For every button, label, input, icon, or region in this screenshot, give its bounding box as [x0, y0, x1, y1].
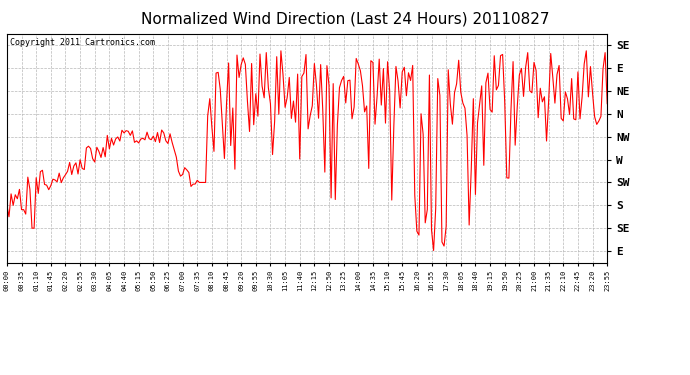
Text: Normalized Wind Direction (Last 24 Hours) 20110827: Normalized Wind Direction (Last 24 Hours… — [141, 11, 549, 26]
Text: Copyright 2011 Cartronics.com: Copyright 2011 Cartronics.com — [10, 38, 155, 47]
